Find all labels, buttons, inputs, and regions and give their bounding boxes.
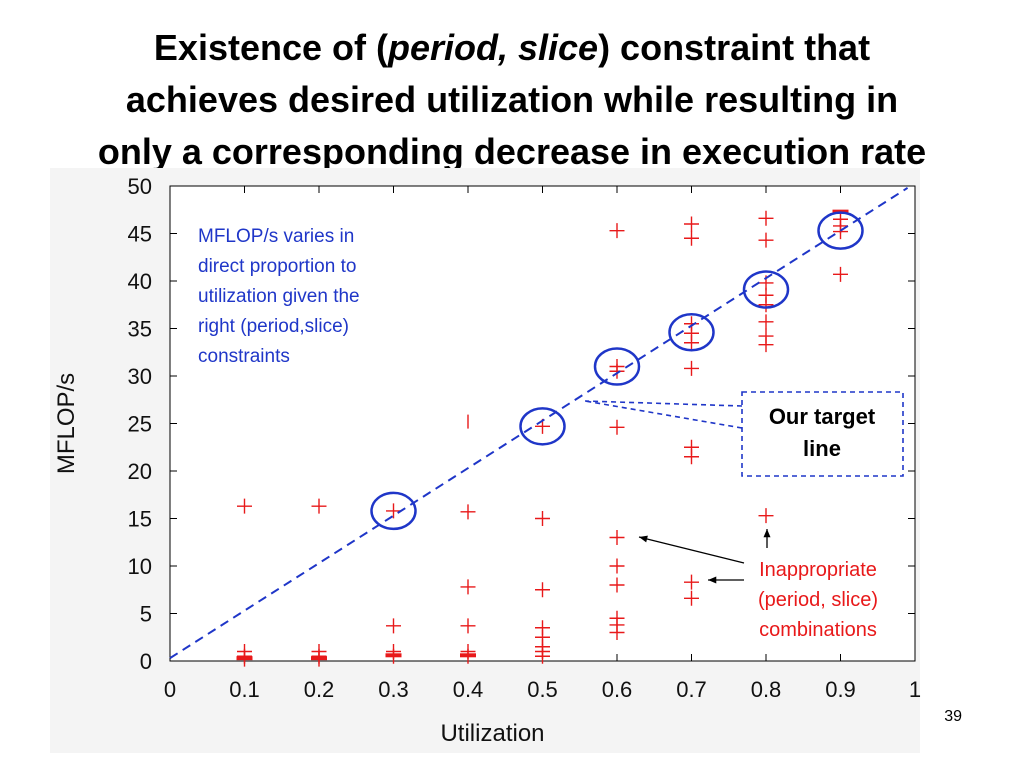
x-tick-label: 0.9 — [825, 677, 856, 702]
x-tick-label: 0.4 — [453, 677, 484, 702]
x-tick-label: 1 — [909, 677, 921, 702]
data-point — [609, 625, 625, 640]
note-line: right (period,slice) — [198, 316, 349, 337]
target-label-line: line — [803, 436, 841, 461]
data-point — [684, 335, 699, 351]
y-tick-label: 30 — [128, 364, 152, 389]
y-axis-label: MFLOP/s — [53, 373, 80, 474]
data-point — [758, 210, 774, 226]
x-tick-label: 0.3 — [378, 677, 409, 702]
data-point — [460, 579, 476, 595]
highlight-circle — [742, 270, 790, 309]
data-point — [684, 230, 699, 246]
slide-title: Existence of (period, slice) constraint … — [0, 22, 1024, 178]
data-point — [460, 504, 476, 520]
x-tick-label: 0.5 — [527, 677, 558, 702]
note-line: utilization given the — [198, 286, 360, 307]
data-point — [535, 582, 550, 598]
data-point — [684, 360, 699, 376]
arrow-head — [639, 535, 648, 543]
title-part: ) constraint that — [598, 27, 871, 68]
inappropriate-label-line: (period, slice) — [758, 589, 878, 611]
highlight-circle — [817, 211, 864, 250]
callout-line — [584, 400, 743, 407]
inappropriate-label-line: Inappropriate — [759, 559, 877, 581]
annotation-arrow — [638, 536, 745, 564]
data-point — [609, 223, 625, 239]
highlight-circle — [593, 347, 641, 386]
x-tick-label: 0 — [164, 677, 176, 702]
data-point — [758, 297, 774, 313]
highlight-circle — [519, 407, 566, 446]
y-tick-label: 5 — [140, 602, 152, 627]
slide-number: 39 — [944, 708, 962, 725]
data-point — [609, 363, 625, 379]
data-point — [684, 574, 699, 590]
y-tick-label: 50 — [128, 174, 152, 199]
x-axis-label: Utilization — [440, 720, 544, 747]
data-point — [386, 618, 401, 634]
data-point — [833, 266, 848, 282]
inappropriate-label-line: combinations — [759, 619, 877, 641]
x-tick-label: 0.1 — [229, 677, 260, 702]
x-tick-label: 0.8 — [751, 677, 782, 702]
data-point — [684, 590, 699, 606]
data-point — [460, 618, 476, 634]
target-callout-box — [741, 391, 904, 477]
y-tick-label: 15 — [128, 507, 152, 532]
y-tick-label: 40 — [128, 269, 152, 294]
x-tick-label: 0.6 — [602, 677, 633, 702]
y-tick-label: 10 — [128, 554, 152, 579]
target-label-line: Our target — [769, 404, 876, 429]
y-tick-label: 0 — [140, 649, 152, 674]
data-point — [758, 337, 774, 353]
scatter-chart: 0 0.1 0.2 0.3 0.4 0.5 0.6 0.7 0.8 0.9 105101520253… — [50, 168, 921, 753]
note-line: MFLOP/s varies in — [198, 226, 354, 247]
target-trend-line — [169, 187, 909, 659]
arrow-head — [708, 576, 717, 584]
y-tick-label: 45 — [128, 222, 152, 247]
data-point — [609, 577, 625, 593]
y-tick-label: 20 — [128, 459, 152, 484]
data-point — [237, 498, 252, 514]
title-line-2: achieves desired utilization while resul… — [125, 79, 899, 120]
x-tick-label: 0.2 — [304, 677, 335, 702]
data-point — [535, 511, 550, 526]
data-point — [758, 508, 774, 524]
data-point — [609, 419, 625, 435]
arrow-head — [763, 529, 771, 538]
title-part: Existence of ( — [153, 27, 388, 68]
data-point — [609, 530, 625, 545]
highlight-circle — [668, 313, 715, 352]
data-point — [609, 558, 625, 574]
title-italic-part: period, slice — [387, 27, 599, 68]
data-point — [833, 224, 848, 240]
x-tick-label: 0.7 — [676, 677, 707, 702]
title-line-3: only a corresponding decrease in executi… — [97, 131, 927, 172]
data-point — [535, 648, 550, 664]
note-line: direct proportion to — [198, 256, 356, 277]
data-point — [684, 449, 699, 465]
highlight-circle — [370, 491, 417, 531]
data-point — [758, 232, 774, 248]
data-point — [311, 498, 327, 514]
y-tick-label: 25 — [128, 412, 152, 437]
note-line: constraints — [198, 346, 290, 367]
data-point — [684, 216, 699, 232]
y-tick-label: 35 — [128, 317, 152, 342]
data-point — [758, 314, 774, 330]
data-point — [386, 503, 401, 519]
